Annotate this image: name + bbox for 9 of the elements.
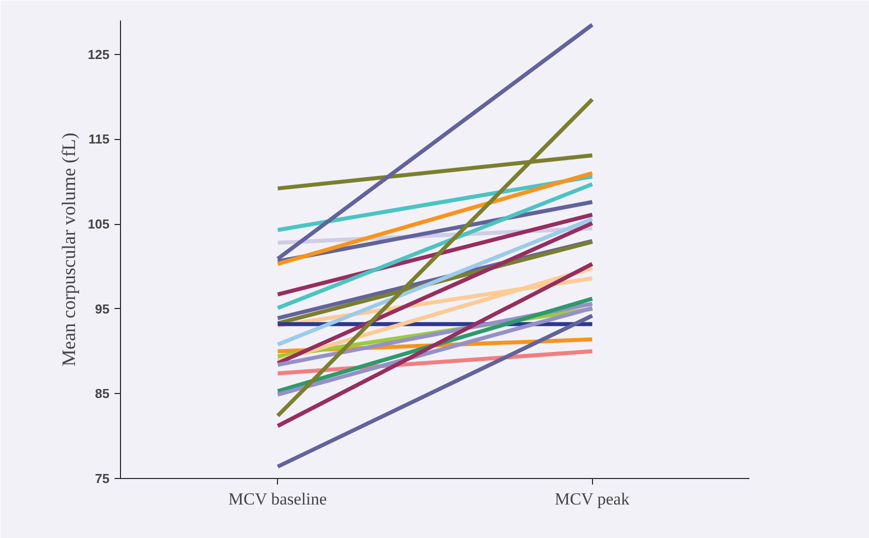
y-tick-label: 115 <box>88 132 110 147</box>
y-tick-label: 85 <box>95 386 110 402</box>
x-tick-label: MCV peak <box>554 490 630 508</box>
y-tick-label: 75 <box>95 471 110 486</box>
y-tick-label: 125 <box>88 46 110 62</box>
y-tick-label: 105 <box>88 216 110 232</box>
y-tick-label: 95 <box>95 301 110 316</box>
x-tick-label: MCV baseline <box>228 490 327 508</box>
y-axis-title: Mean corpuscular volume (fL) <box>58 132 80 366</box>
